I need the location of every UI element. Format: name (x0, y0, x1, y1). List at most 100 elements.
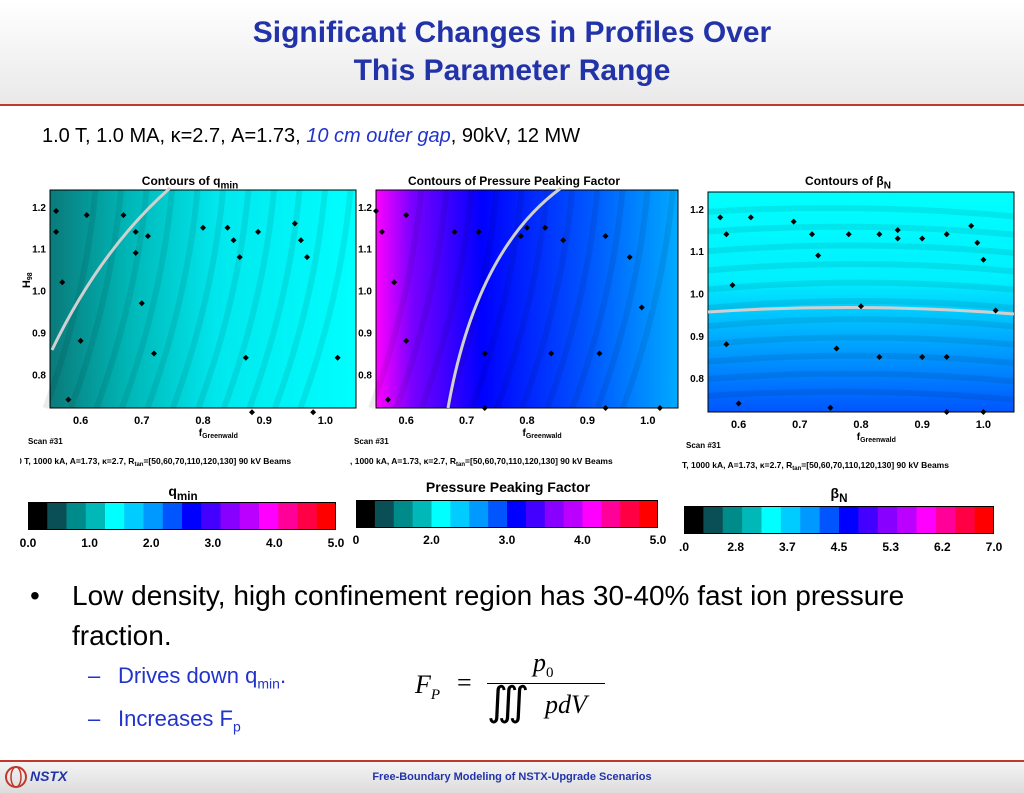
y-tick-label: 1.1 (358, 245, 372, 256)
subtitle-part-1: 1.0 T, 1.0 MA, κ=2.7, A=1.73, (42, 125, 307, 147)
scan-point (403, 212, 410, 219)
footer-title: Free-Boundary Modeling of NSTX-Upgrade S… (372, 771, 652, 783)
scan-point (729, 282, 736, 289)
scan-point (379, 228, 386, 235)
colorbar-tick-label: 4.0 (266, 536, 283, 550)
scan-point (297, 237, 304, 244)
colorbar-swatch (897, 506, 917, 534)
y-tick-label: 0.8 (32, 370, 46, 381)
formula-equals: = (457, 668, 472, 697)
scan-point (626, 254, 633, 261)
scan-point (373, 207, 379, 214)
scan-point (120, 212, 127, 219)
contour-band-line (707, 204, 1015, 220)
contour-field (707, 191, 1015, 413)
x-tick-label: 0.6 (399, 415, 414, 427)
scan-point (65, 396, 72, 403)
qmin-colorbar-title: qmin (168, 483, 198, 503)
contour-band-line (246, 189, 303, 410)
scan-point (200, 224, 206, 231)
scan-caption: T, 1000 kA, A=1.73, κ=2.7, Rtan=[50,60,7… (682, 460, 949, 472)
colorbar-tick-label: 3.7 (778, 540, 796, 554)
y-tick-label: 1.1 (32, 245, 46, 256)
ppf-colorbar (356, 500, 658, 528)
qmin-contour-plot: 0.6 0.7 0.8 0.9 1.0 0.8 0.9 1.0 1.1 1.2 fGreenwald… (20, 186, 357, 468)
qmin-colorbar (28, 502, 336, 530)
contour-band-line (272, 189, 328, 410)
scan-point (132, 249, 139, 256)
contour-band-line (494, 189, 550, 410)
x-tick-label: 0.8 (519, 415, 534, 427)
colorbar-tick-label: 6.2 (933, 540, 951, 554)
colorbar-frame (356, 500, 658, 528)
x-tick-label: 0.9 (580, 415, 595, 427)
scan-point (481, 350, 488, 357)
contour-band-line (418, 189, 475, 410)
colorbar-swatch (639, 500, 658, 528)
y-tick-label: 0.9 (32, 329, 46, 340)
scan-point (980, 256, 987, 263)
y-tick-label: 1.0 (32, 287, 46, 298)
x-tick-label: 0.7 (792, 419, 807, 431)
contour-band-line (221, 189, 277, 410)
highlight-contour-line (50, 186, 171, 351)
scan-point (304, 254, 311, 261)
scan-caption: 1.0 T, 1000 kA, A=1.73, κ=2.7, Rtan=[50,… (20, 456, 291, 468)
scan-point (59, 279, 66, 286)
colorbar-tick-label: 7.0 (985, 540, 1003, 554)
scan-point (815, 252, 822, 259)
formula-lhs: FP (415, 670, 441, 704)
colorbar-swatch (201, 502, 221, 530)
colorbar-swatch (601, 500, 621, 528)
contour-band-line (707, 261, 1015, 275)
scan-point (310, 409, 317, 416)
colorbar-swatch (544, 500, 565, 528)
colorbar-swatch (525, 500, 546, 528)
colorbar-tick-label: 0 (352, 533, 360, 547)
title-line-1: Significant Changes in Profiles Over (252, 16, 772, 49)
colorbar-swatch (877, 506, 898, 534)
colorbar-tick-label: 4.0 (574, 533, 591, 547)
colorbar-swatch (162, 502, 183, 530)
colorbar-swatch (469, 500, 489, 528)
peaking-factor-formula: FP = p0 ∭ pdV (415, 648, 615, 738)
colorbar-swatch (858, 506, 879, 534)
scan-point (876, 354, 883, 360)
colorbar-swatch (374, 500, 395, 528)
scan-point (53, 207, 60, 214)
scan-label: Scan #31 (354, 437, 389, 446)
colorbar-swatch (28, 502, 48, 530)
colorbar-tick-label: 5.0 (327, 536, 345, 550)
betan-panel-title: Contours of βN (805, 174, 891, 192)
colorbar-swatch (47, 502, 67, 530)
colorbar-swatch (839, 506, 859, 534)
formula-fraction-bar (487, 683, 605, 684)
colorbar-swatch (124, 502, 144, 530)
colorbar-swatch (684, 506, 704, 534)
colorbar-swatch (800, 506, 821, 534)
colorbar-swatch (761, 506, 782, 534)
colorbar-swatch (66, 502, 87, 530)
scan-point (974, 239, 981, 246)
contour-band-line (170, 189, 226, 410)
slide-header: Significant Changes in Profiles Over Thi… (0, 0, 1024, 106)
scan-point (242, 354, 249, 361)
contour-band-line (594, 189, 651, 410)
y-tick-label: 0.9 (690, 332, 704, 343)
parameter-subtitle: 1.0 T, 1.0 MA, κ=2.7, A=1.73, 10 cm oute… (42, 125, 580, 148)
x-tick-label: 0.6 (731, 419, 746, 431)
formula-numerator: p0 (533, 648, 554, 682)
scan-point (236, 254, 243, 261)
colorbar-swatch (393, 500, 414, 528)
colorbar-swatch (935, 506, 956, 534)
contour-band-line (707, 370, 1015, 385)
scan-point (919, 235, 926, 242)
title-line-2: This Parameter Range (353, 54, 671, 87)
colorbar-swatch (722, 506, 743, 534)
scan-point (451, 228, 458, 235)
colorbar-swatch (278, 502, 298, 530)
colorbar-tick-label: 5.3 (882, 540, 899, 554)
scan-point (876, 231, 883, 238)
bullet-list: • Low density, high confinement region ha… (30, 576, 990, 745)
x-tick-label: 0.6 (73, 415, 88, 427)
